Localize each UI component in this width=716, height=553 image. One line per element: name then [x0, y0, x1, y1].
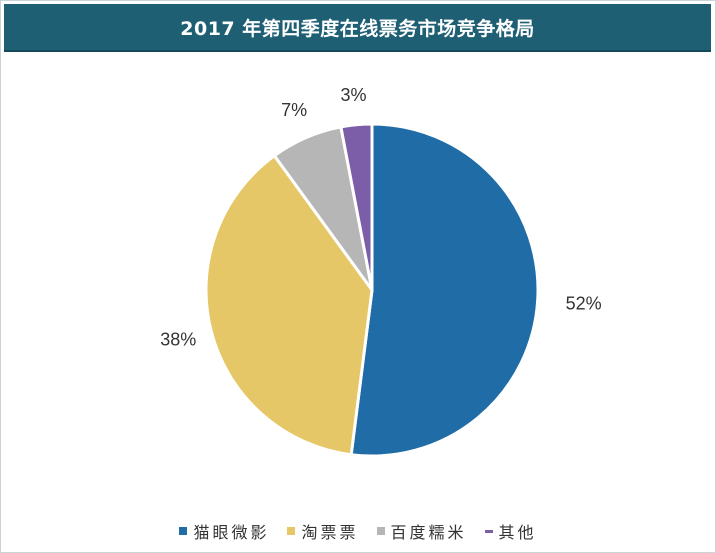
data-label-other: 3% [341, 85, 367, 105]
legend-item-other: 其他 [484, 519, 537, 543]
data-label-baidu-nuomi: 7% [281, 100, 307, 120]
legend-item-baidu-nuomi: 百度糯米 [376, 519, 467, 543]
legend-label-baidu-nuomi: 百度糯米 [390, 523, 467, 542]
legend-label-other: 其他 [498, 523, 537, 542]
legend-swatch-maoyan [179, 527, 188, 535]
legend-item-maoyan: 猫眼微影 [179, 519, 269, 543]
pie-slice-taopiaopiao [204, 154, 374, 457]
title-bar: 2017 年第四季度在线票务市场竞争格局 [4, 4, 711, 52]
data-label-maoyan: 52% [566, 293, 602, 313]
legend-item-taopiaopiao: 淘票票 [287, 519, 358, 543]
pie-slice-maoyan [349, 122, 540, 458]
legend: 猫眼微影 淘票票 百度糯米 其他 [0, 518, 716, 544]
chart-title: 2017 年第四季度在线票务市场竞争格局 [180, 17, 535, 40]
legend-label-taopiaopiao: 淘票票 [301, 523, 359, 542]
legend-swatch-taopiaopiao [287, 527, 296, 535]
legend-swatch-baidu-nuomi [376, 527, 385, 535]
data-label-taopiaopiao: 38% [160, 330, 196, 350]
legend-swatch-other [484, 529, 493, 533]
legend-label-maoyan: 猫眼微影 [193, 523, 270, 542]
pie-slice-other [339, 122, 374, 292]
